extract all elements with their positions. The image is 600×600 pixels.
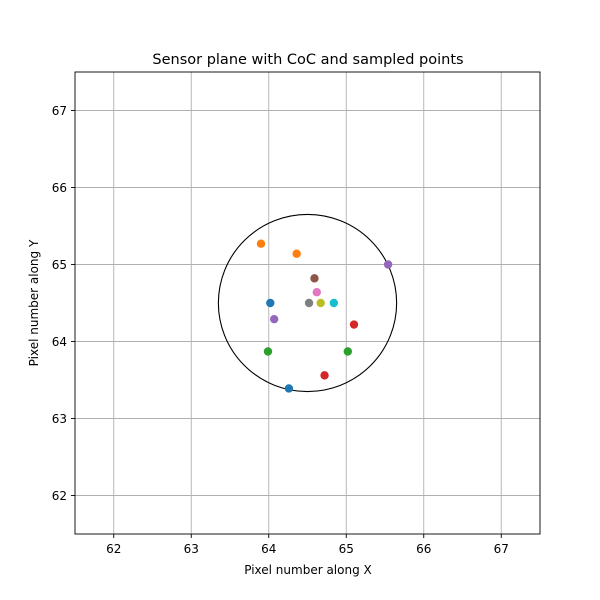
x-tick-label: 64 [261, 542, 276, 556]
sample-point [263, 347, 273, 356]
x-tick-label: 65 [339, 542, 354, 556]
coc-circle [217, 213, 398, 393]
y-tick-label: 63 [52, 412, 67, 426]
coc-circle-layer [217, 213, 398, 393]
x-tick-label: 63 [184, 542, 199, 556]
y-tick-label: 65 [52, 258, 67, 272]
sample-point [349, 320, 359, 329]
sample-point [266, 298, 275, 308]
chart-title: Sensor plane with CoC and sampled points [152, 52, 463, 68]
sample-point [329, 298, 339, 308]
sample-point [312, 288, 321, 297]
grid-lines [75, 72, 540, 534]
sample-point [269, 314, 279, 324]
y-tick-label: 66 [52, 181, 67, 195]
y-tick-label: 64 [52, 335, 67, 349]
sample-points [256, 239, 393, 393]
sample-point [310, 274, 319, 283]
sample-point [256, 239, 266, 248]
x-tick-label: 67 [494, 542, 509, 556]
axis-ticks: 62 63 64 65 66 67 62 63 64 65 66 67 [52, 104, 509, 556]
x-tick-label: 62 [106, 542, 121, 556]
x-tick-label: 66 [416, 542, 431, 556]
sample-point [320, 371, 329, 380]
y-axis-label: Pixel number along Y [27, 239, 41, 366]
sample-point [383, 260, 393, 269]
y-tick-label: 62 [52, 489, 67, 503]
y-tick-label: 67 [52, 104, 67, 118]
plot-area-frame [74, 71, 541, 535]
x-axis-label: Pixel number along X [244, 563, 372, 577]
sample-point [304, 298, 314, 308]
sample-point [316, 298, 325, 308]
sample-point [343, 347, 352, 356]
sample-point [292, 249, 301, 258]
sample-point [284, 384, 294, 393]
